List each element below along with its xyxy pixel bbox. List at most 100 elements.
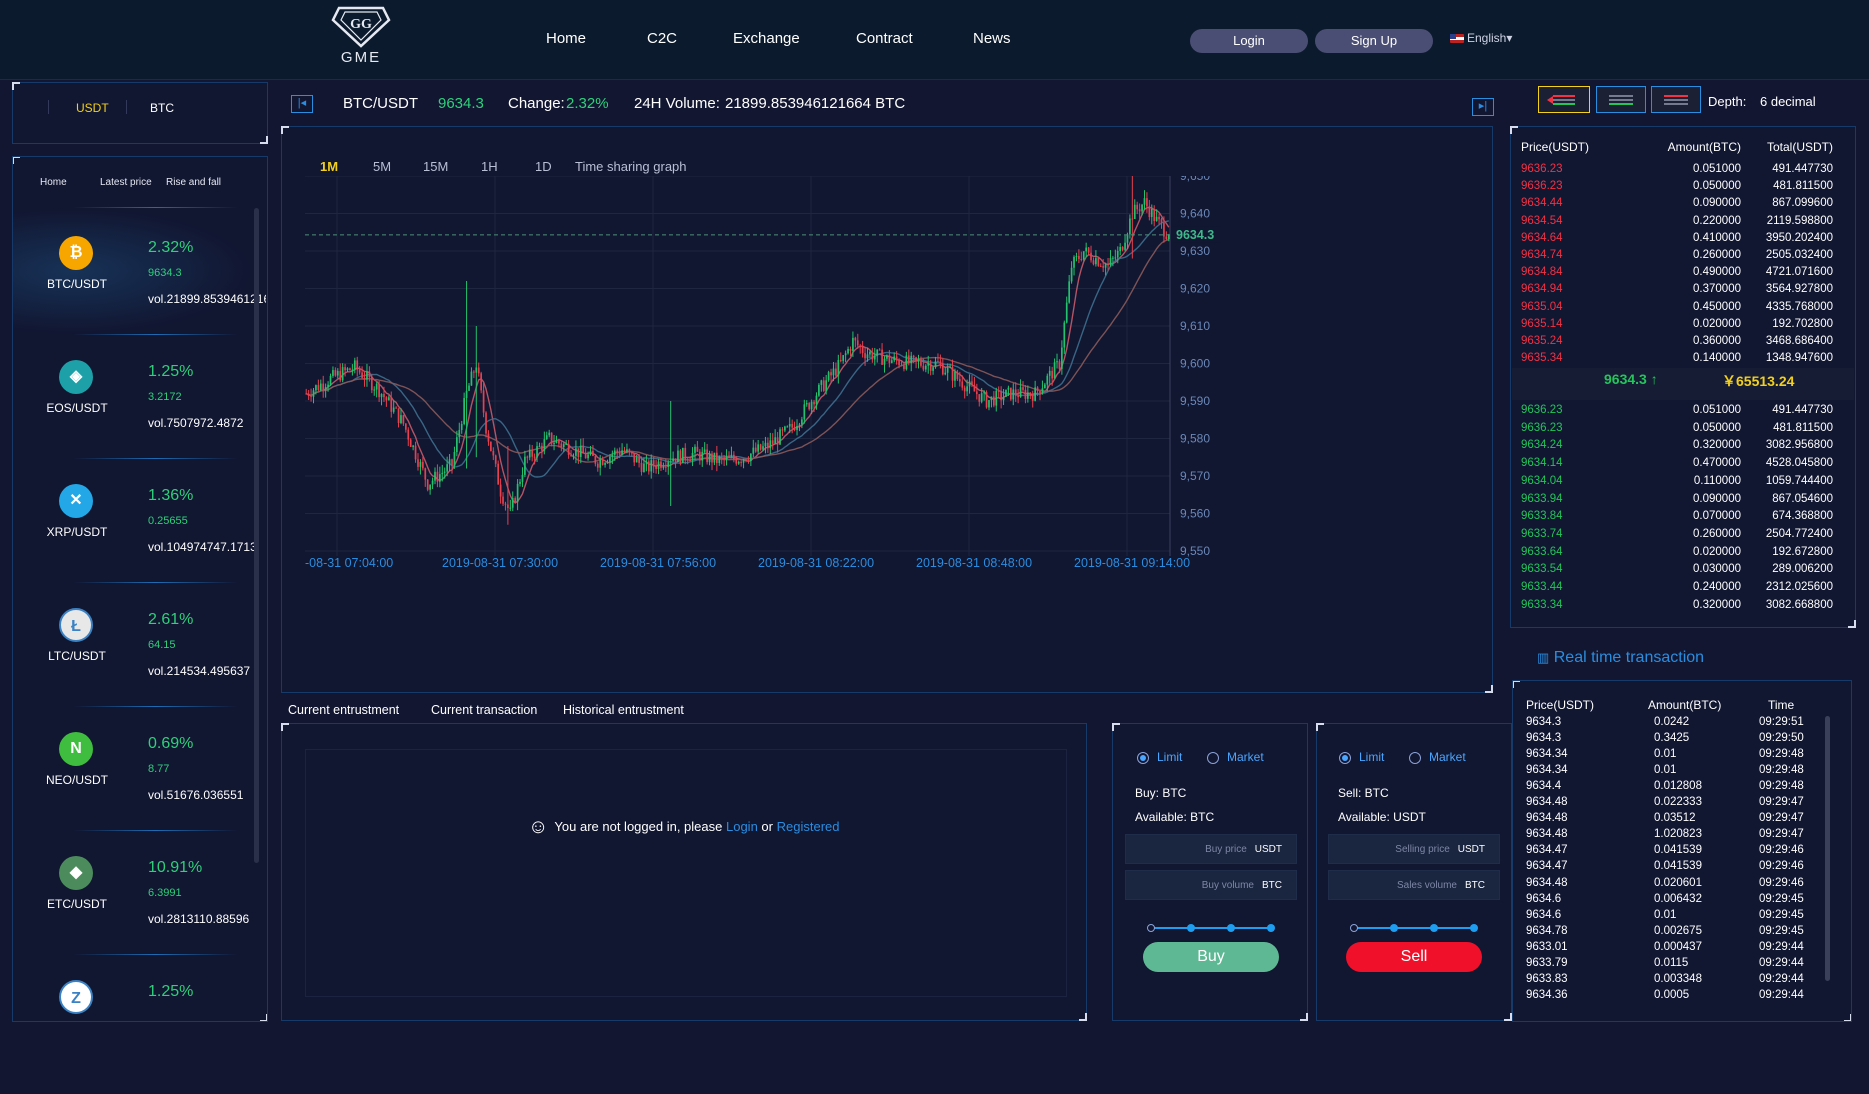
candle-body bbox=[786, 426, 789, 428]
nav-c2c[interactable]: C2C bbox=[647, 30, 678, 47]
sell-market-radio[interactable]: Market bbox=[1409, 750, 1466, 764]
trade-price: 9633.01 bbox=[1526, 940, 1568, 953]
market-item[interactable]: Ł LTC/USDT 2.61% 64.15 vol.214534.495637 bbox=[13, 583, 253, 707]
register-link[interactable]: Registered bbox=[776, 818, 840, 834]
ask-amount: 0.090000 bbox=[1693, 197, 1741, 210]
realtime-scrollbar[interactable] bbox=[1825, 716, 1830, 981]
chart-tab-time-sharing[interactable]: Time sharing graph bbox=[575, 159, 687, 174]
ask-row[interactable]: 9634.94 0.370000 3564.927800 bbox=[1521, 283, 1833, 300]
bid-row[interactable]: 9636.23 0.050000 481.811500 bbox=[1521, 422, 1833, 439]
buy-volume-input[interactable]: Buy volume BTC bbox=[1125, 870, 1297, 900]
buy-button[interactable]: Buy bbox=[1143, 942, 1279, 972]
chart-tab-1d[interactable]: 1D bbox=[535, 159, 552, 174]
chart-tab-15m[interactable]: 15M bbox=[423, 159, 449, 174]
ask-row[interactable]: 9636.23 0.050000 481.811500 bbox=[1521, 180, 1833, 197]
chart-tab-5m[interactable]: 5M bbox=[373, 159, 392, 174]
tab-btc[interactable]: BTC bbox=[150, 101, 174, 115]
sell-volume-input[interactable]: Sales volume BTC bbox=[1328, 870, 1500, 900]
signup-button[interactable]: Sign Up bbox=[1315, 29, 1433, 53]
candle-body bbox=[536, 446, 538, 458]
bid-row[interactable]: 9634.24 0.320000 3082.956800 bbox=[1521, 439, 1833, 456]
us-flag-icon bbox=[1450, 34, 1464, 44]
caret-down-icon: ▾ bbox=[1506, 31, 1513, 45]
market-item[interactable]: ₿ BTC/USDT 2.32% 9634.3 vol.21899.853946… bbox=[13, 211, 266, 335]
ask-row[interactable]: 9634.84 0.490000 4721.071600 bbox=[1521, 266, 1833, 283]
bid-row[interactable]: 9636.23 0.051000 491.447730 bbox=[1521, 404, 1833, 421]
ticker-change: 2.32% bbox=[566, 95, 609, 112]
candle-body bbox=[769, 440, 772, 449]
login-link[interactable]: Login bbox=[725, 818, 758, 834]
bid-row[interactable]: 9633.54 0.030000 289.006200 bbox=[1521, 563, 1833, 580]
sell-button[interactable]: Sell bbox=[1346, 942, 1482, 972]
candle-body bbox=[417, 459, 419, 467]
ask-row[interactable]: 9635.34 0.140000 1348.947600 bbox=[1521, 352, 1833, 369]
sell-amount-slider[interactable] bbox=[1350, 924, 1478, 932]
ask-row[interactable]: 9635.14 0.020000 192.702800 bbox=[1521, 318, 1833, 335]
ask-row[interactable]: 9634.64 0.410000 3950.202400 bbox=[1521, 232, 1833, 249]
ask-row[interactable]: 9634.74 0.260000 2505.032400 bbox=[1521, 249, 1833, 266]
collapse-left-icon[interactable]: |◂ bbox=[291, 95, 313, 113]
login-button[interactable]: Login bbox=[1190, 29, 1308, 53]
nav-news[interactable]: News bbox=[973, 30, 1011, 47]
market-item[interactable]: ◈ EOS/USDT 1.25% 3.2172 vol.7507972.4872 bbox=[13, 335, 253, 459]
ask-row[interactable]: 9634.44 0.090000 867.099600 bbox=[1521, 197, 1833, 214]
candlestick-chart[interactable]: 9,550 9,560 9,570 9,580 9,590 9,600 9,610 9,620… bbox=[300, 176, 1480, 686]
chart-tab-1h[interactable]: 1H bbox=[481, 159, 498, 174]
buy-limit-radio[interactable]: Limit bbox=[1137, 750, 1182, 764]
chart-tab-1m[interactable]: 1M bbox=[320, 159, 339, 174]
market-item[interactable]: ✕ XRP/USDT 1.36% 0.25655 vol.104974747.1… bbox=[13, 459, 257, 583]
bitcoin-icon: ₿ bbox=[59, 236, 93, 270]
ask-row[interactable]: 9636.23 0.051000 491.447730 bbox=[1521, 163, 1833, 180]
language-selector[interactable]: English▾ bbox=[1450, 31, 1512, 45]
bid-row[interactable]: 9633.74 0.260000 2504.772400 bbox=[1521, 528, 1833, 545]
ask-row[interactable]: 9634.54 0.220000 2119.598800 bbox=[1521, 215, 1833, 232]
candle-body bbox=[441, 472, 444, 475]
candle-body bbox=[995, 390, 998, 406]
ticker-volume: 21899.853946121664 BTC bbox=[725, 95, 906, 112]
bid-row[interactable]: 9633.44 0.240000 2312.025600 bbox=[1521, 581, 1833, 598]
ask-row[interactable]: 9635.24 0.360000 3468.686400 bbox=[1521, 335, 1833, 352]
collapse-right-icon[interactable]: ▸| bbox=[1472, 98, 1494, 116]
bid-row[interactable]: 9633.94 0.090000 867.054600 bbox=[1521, 493, 1833, 510]
sell-price-input[interactable]: Selling price USDT bbox=[1328, 834, 1500, 864]
buy-amount-slider[interactable] bbox=[1147, 924, 1275, 932]
bid-price: 9633.54 bbox=[1521, 563, 1563, 576]
candle-body bbox=[592, 450, 594, 457]
sell-price-unit: USDT bbox=[1457, 844, 1485, 855]
depth-buy-button[interactable] bbox=[1596, 86, 1646, 113]
candle-body bbox=[582, 445, 585, 454]
tab-current-entrustment[interactable]: Current entrustment bbox=[288, 703, 400, 717]
market-scrollbar[interactable] bbox=[254, 208, 259, 863]
market-item[interactable]: ◆ ETC/USDT 10.91% 6.3991 vol.2813110.885… bbox=[13, 831, 253, 955]
candle-body bbox=[771, 440, 774, 444]
candle-body bbox=[477, 367, 480, 374]
bid-row[interactable]: 9633.34 0.320000 3082.668800 bbox=[1521, 599, 1833, 616]
bid-row[interactable]: 9634.04 0.110000 1059.744400 bbox=[1521, 475, 1833, 492]
ask-row[interactable]: 9635.04 0.450000 4335.768000 bbox=[1521, 301, 1833, 318]
nav-exchange[interactable]: Exchange bbox=[733, 30, 800, 47]
nav-home[interactable]: Home bbox=[546, 30, 587, 47]
candle-body bbox=[762, 446, 764, 450]
tab-usdt[interactable]: USDT bbox=[76, 101, 109, 115]
brand-logo[interactable]: GG GME bbox=[330, 4, 392, 66]
nav-contract[interactable]: Contract bbox=[856, 30, 913, 47]
buy-price-input[interactable]: Buy price USDT bbox=[1125, 834, 1297, 864]
trade-amount: 0.0005 bbox=[1654, 988, 1690, 999]
bid-row[interactable]: 9634.14 0.470000 4528.045800 bbox=[1521, 457, 1833, 474]
market-item[interactable]: Z 1.25% bbox=[13, 955, 253, 1021]
depth-value[interactable]: 6 decimal bbox=[1760, 94, 1816, 109]
tab-historical-entrustment[interactable]: Historical entrustment bbox=[563, 703, 684, 717]
candle-body bbox=[465, 390, 468, 399]
depth-both-button[interactable] bbox=[1538, 86, 1590, 113]
bid-row[interactable]: 9633.84 0.070000 674.368800 bbox=[1521, 510, 1833, 527]
candle-body bbox=[975, 391, 978, 395]
bid-row[interactable]: 9633.64 0.020000 192.672800 bbox=[1521, 546, 1833, 563]
market-item[interactable]: N NEO/USDT 0.69% 8.77 vol.51676.036551 bbox=[13, 707, 253, 831]
ask-amount: 0.140000 bbox=[1693, 352, 1741, 365]
buy-market-radio[interactable]: Market bbox=[1207, 750, 1264, 764]
trade-time: 09:29:48 bbox=[1759, 748, 1804, 761]
depth-sell-button[interactable] bbox=[1651, 86, 1701, 113]
candle-body bbox=[801, 419, 803, 425]
tab-current-transaction[interactable]: Current transaction bbox=[431, 703, 538, 717]
sell-limit-radio[interactable]: Limit bbox=[1339, 750, 1384, 764]
